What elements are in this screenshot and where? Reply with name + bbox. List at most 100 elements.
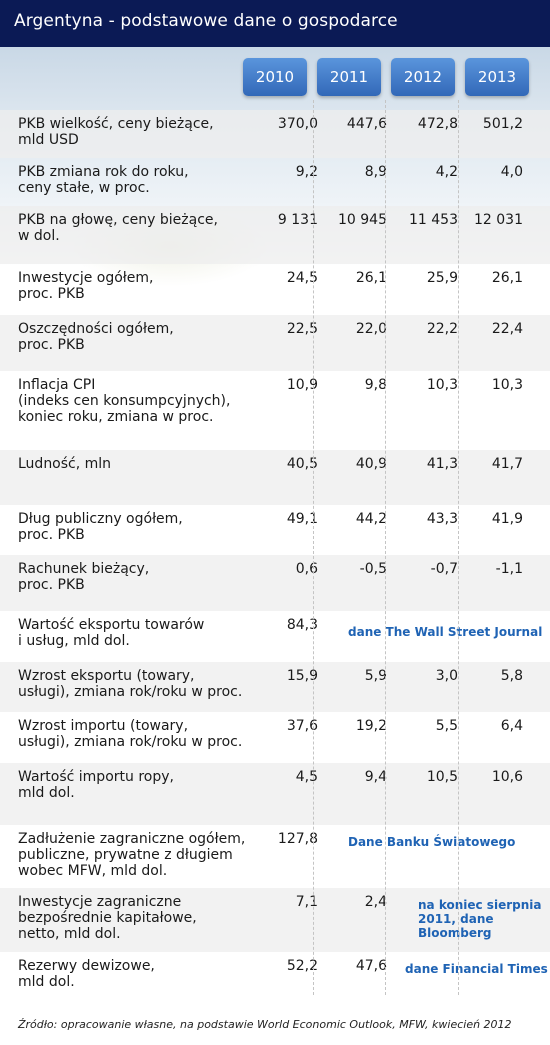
source-note: Źródło: opracowanie własne, na podstawie… <box>18 1018 512 1031</box>
row-label: Rachunek bieżący, proc. PKB <box>18 561 150 593</box>
row-label: Wartość importu ropy, mld dol. <box>18 769 174 801</box>
value-cell-2011: 447,6 <box>346 116 387 132</box>
row-label: Wzrost eksportu (towary, usługi), zmiana… <box>18 668 243 700</box>
value-cell-2013: 12 031 <box>474 212 523 228</box>
value-cell-2012: 4,2 <box>435 164 458 180</box>
value-cell-2010: 7,1 <box>295 894 318 910</box>
value-cell-2013: 501,2 <box>482 116 523 132</box>
row-label: Oszczędności ogółem, proc. PKB <box>18 321 174 353</box>
value-cell-2010: 127,8 <box>277 831 318 847</box>
value-cell-2012: 472,8 <box>417 116 458 132</box>
value-cell-2013: 41,7 <box>491 456 523 472</box>
value-cell-2010: 15,9 <box>286 668 318 684</box>
row-label: Ludność, mln <box>18 456 112 472</box>
table-row: Inwestycje ogółem, proc. PKB 24,5 26,1 25,9… <box>0 264 550 315</box>
table-row: Wartość eksportu towarów i usług, mld do… <box>0 611 550 662</box>
table-row: Ludność, mln 40,5 40,9 41,3 41,7 <box>0 450 550 505</box>
value-cell-2012: 41,3 <box>426 456 458 472</box>
row-label: Inwestycje ogółem, proc. PKB <box>18 270 154 302</box>
value-cell-2012: 25,9 <box>426 270 458 286</box>
value-cell-2011: 40,9 <box>355 456 387 472</box>
value-cell-2013: 41,9 <box>491 511 523 527</box>
row-label: Zadłużenie zagraniczne ogółem, publiczne… <box>18 831 246 879</box>
value-cell-2011: 44,2 <box>355 511 387 527</box>
value-cell-2013: 4,0 <box>500 164 523 180</box>
year-tab-2011: 2011 <box>317 58 381 96</box>
table-row: PKB na głowę, ceny bieżące, w dol. 9 131 1… <box>0 206 550 264</box>
value-cell-2011: 2,4 <box>364 894 387 910</box>
value-cell-2011: 10 945 <box>338 212 387 228</box>
row-label: PKB na głowę, ceny bieżące, w dol. <box>18 212 218 244</box>
value-cell-2013: -1,1 <box>495 561 523 577</box>
value-cell-2010: 22,5 <box>286 321 318 337</box>
year-tab-2013: 2013 <box>465 58 529 96</box>
value-cell-2011: 47,6 <box>355 958 387 974</box>
value-cell-2010: 4,5 <box>295 769 318 785</box>
table-row: Inflacja CPI (indeks cen konsumpcyjnych)… <box>0 371 550 450</box>
table-row: Wartość importu ropy, mld dol. 4,5 9,4 10,5… <box>0 763 550 825</box>
value-cell-2011: 8,9 <box>364 164 387 180</box>
value-cell-2012: 10,3 <box>426 377 458 393</box>
value-cell-2010: 24,5 <box>286 270 318 286</box>
value-cell-2011: 22,0 <box>355 321 387 337</box>
value-cell-2013: 22,4 <box>491 321 523 337</box>
value-cell-2013: 10,3 <box>491 377 523 393</box>
value-cell-2010: 49,1 <box>286 511 318 527</box>
value-cell-2013: 6,4 <box>500 718 523 734</box>
value-cell-2011: 19,2 <box>355 718 387 734</box>
row-label: PKB zmiana rok do roku, ceny stałe, w pr… <box>18 164 189 196</box>
table-row: PKB zmiana rok do roku, ceny stałe, w pr… <box>0 158 550 206</box>
value-cell-2010: 40,5 <box>286 456 318 472</box>
table-row: PKB wielkość, ceny bieżące, mld USD 370,0… <box>0 110 550 158</box>
year-tab-2012: 2012 <box>391 58 455 96</box>
year-tab-2010: 2010 <box>243 58 307 96</box>
value-cell-2010: 9 131 <box>277 212 318 228</box>
value-cell-2010: 37,6 <box>286 718 318 734</box>
value-cell-2013: 5,8 <box>500 668 523 684</box>
table-row: Zadłużenie zagraniczne ogółem, publiczne… <box>0 825 550 888</box>
value-cell-2013: 10,6 <box>491 769 523 785</box>
value-cell-2011: 9,4 <box>364 769 387 785</box>
row-label: Wartość eksportu towarów i usług, mld do… <box>18 617 205 649</box>
table-row: Inwestycje zagraniczne bezpośrednie kapi… <box>0 888 550 952</box>
table-row: Oszczędności ogółem, proc. PKB 22,5 22,0 22… <box>0 315 550 371</box>
value-cell-2012: 10,5 <box>426 769 458 785</box>
row-label: PKB wielkość, ceny bieżące, mld USD <box>18 116 214 148</box>
row-label: Dług publiczny ogółem, proc. PKB <box>18 511 183 543</box>
value-cell-2012: 5,5 <box>435 718 458 734</box>
value-cell-2011: -0,5 <box>359 561 387 577</box>
value-cell-2010: 9,2 <box>295 164 318 180</box>
value-cell-2012: 11 453 <box>409 212 458 228</box>
data-source-note: dane The Wall Street Journal <box>348 625 543 639</box>
table-row: Wzrost importu (towary, usługi), zmiana … <box>0 712 550 763</box>
column-separator <box>458 100 459 995</box>
value-cell-2010: 84,3 <box>286 617 318 633</box>
value-cell-2012: 22,2 <box>426 321 458 337</box>
data-source-note: Dane Banku Światowego <box>348 835 516 849</box>
value-cell-2012: 3,0 <box>435 668 458 684</box>
value-cell-2010: 52,2 <box>286 958 318 974</box>
table-row: Wzrost eksportu (towary, usługi), zmiana… <box>0 662 550 712</box>
value-cell-2012: 43,3 <box>426 511 458 527</box>
value-cell-2010: 370,0 <box>277 116 318 132</box>
row-label: Inwestycje zagraniczne bezpośrednie kapi… <box>18 894 197 942</box>
value-cell-2011: 9,8 <box>364 377 387 393</box>
page-title: Argentyna - podstawowe dane o gospodarce <box>14 11 398 31</box>
table-row: Dług publiczny ogółem, proc. PKB 49,1 44,2… <box>0 505 550 555</box>
value-cell-2010: 0,6 <box>295 561 318 577</box>
row-label: Rezerwy dewizowe, mld dol. <box>18 958 155 990</box>
table-row: Rezerwy dewizowe, mld dol. 52,2 47,6 dane F… <box>0 952 550 1002</box>
value-cell-2011: 5,9 <box>364 668 387 684</box>
row-label: Inflacja CPI (indeks cen konsumpcyjnych)… <box>18 377 231 425</box>
column-separator <box>313 100 314 995</box>
value-cell-2012: -0,7 <box>430 561 458 577</box>
row-label: Wzrost importu (towary, usługi), zmiana … <box>18 718 243 750</box>
value-cell-2013: 26,1 <box>491 270 523 286</box>
data-source-note: na koniec sierpnia 2011, dane Bloomberg <box>418 898 542 940</box>
value-cell-2011: 26,1 <box>355 270 387 286</box>
table-row: Rachunek bieżący, proc. PKB 0,6 -0,5 -0,7 -1… <box>0 555 550 611</box>
header-bar: Argentyna - podstawowe dane o gospodarce <box>0 0 550 47</box>
column-separator <box>385 100 386 995</box>
data-source-note: dane Financial Times <box>405 962 548 976</box>
value-cell-2010: 10,9 <box>286 377 318 393</box>
